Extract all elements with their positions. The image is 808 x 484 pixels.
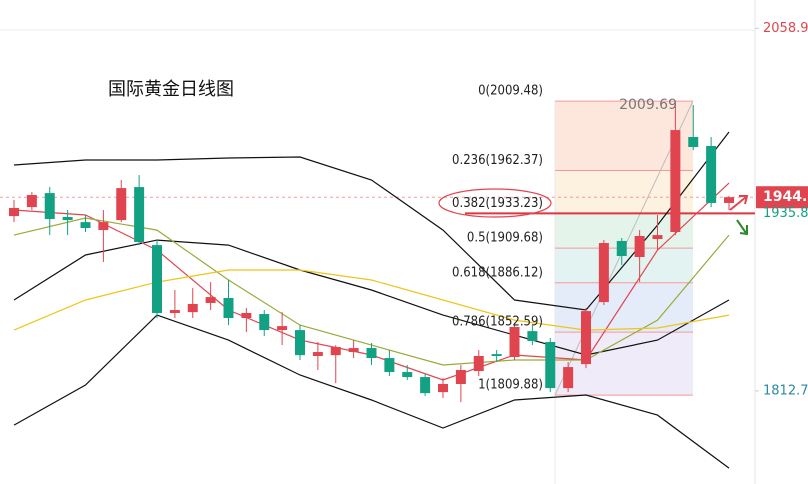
fib-label: 0.5(1909.68) bbox=[467, 231, 543, 246]
candle-body bbox=[724, 197, 734, 203]
fib-label: 0.786(1852.59) bbox=[452, 315, 543, 330]
fib-label: 0(2009.48) bbox=[478, 84, 543, 99]
candle-body bbox=[384, 358, 395, 373]
candle-body bbox=[223, 297, 234, 319]
candle-body bbox=[134, 187, 145, 242]
up-arrow bbox=[729, 195, 749, 211]
candle-body bbox=[26, 195, 37, 208]
fib-band bbox=[555, 332, 693, 396]
overlay-line bbox=[13, 131, 730, 311]
candle-body bbox=[98, 222, 109, 231]
candle-body bbox=[545, 342, 556, 389]
candle-body bbox=[473, 356, 484, 372]
overlay-line bbox=[13, 314, 730, 469]
candle-body bbox=[670, 130, 681, 232]
candle-body bbox=[491, 354, 502, 357]
candle-body bbox=[598, 243, 609, 303]
y-tick-label: 2058.9 bbox=[763, 21, 808, 36]
fib-label: 0.618(1886.12) bbox=[452, 265, 543, 280]
candle-body bbox=[652, 235, 663, 240]
overlay-line bbox=[13, 269, 730, 331]
fib-band bbox=[555, 170, 693, 214]
candle-body bbox=[688, 136, 699, 147]
candle-body bbox=[634, 235, 645, 258]
candle-body bbox=[116, 188, 127, 221]
candle-body bbox=[563, 367, 574, 389]
fib-label: 1(1809.88) bbox=[478, 378, 543, 393]
candle-body bbox=[295, 330, 305, 356]
candle-body bbox=[420, 377, 431, 394]
candle-body bbox=[62, 216, 73, 221]
last-price-label: 1944.2 bbox=[763, 189, 808, 205]
candle-body bbox=[330, 347, 341, 356]
candle-body bbox=[312, 352, 323, 357]
candle-body bbox=[205, 297, 216, 303]
last-price-box bbox=[756, 186, 808, 209]
highlight-ellipse bbox=[438, 188, 552, 218]
candle-body bbox=[402, 372, 413, 378]
overlay-line bbox=[13, 239, 730, 356]
chart-title: 国际黄金日线图 bbox=[108, 79, 234, 100]
candle-body bbox=[9, 207, 19, 217]
candle-body bbox=[44, 193, 55, 220]
candle-body bbox=[509, 326, 520, 358]
candle-body bbox=[438, 383, 448, 393]
candle-body bbox=[455, 369, 466, 384]
fib-label: 0.236(1962.37) bbox=[452, 153, 543, 168]
candle-body bbox=[527, 331, 538, 341]
candle-body bbox=[259, 314, 270, 331]
candle-body bbox=[187, 304, 198, 313]
candle-body bbox=[169, 310, 180, 313]
down-arrow bbox=[736, 219, 748, 236]
level-label: 1935.8 bbox=[763, 206, 808, 221]
candle-body bbox=[241, 312, 252, 319]
high-annotation: 2009.69 bbox=[619, 97, 677, 113]
candle-body bbox=[706, 145, 717, 203]
candle-body bbox=[366, 348, 377, 359]
y-tick-label: 1812.7 bbox=[763, 383, 808, 398]
candle-body bbox=[581, 311, 591, 365]
candle-body bbox=[277, 326, 288, 331]
fib-band bbox=[555, 101, 693, 171]
fib-label: 0.382(1933.23) bbox=[452, 196, 543, 211]
candle-body bbox=[152, 245, 162, 313]
fib-band bbox=[555, 282, 693, 333]
candle-body bbox=[80, 222, 91, 229]
candle-body bbox=[616, 240, 627, 256]
candle-body bbox=[348, 348, 359, 353]
